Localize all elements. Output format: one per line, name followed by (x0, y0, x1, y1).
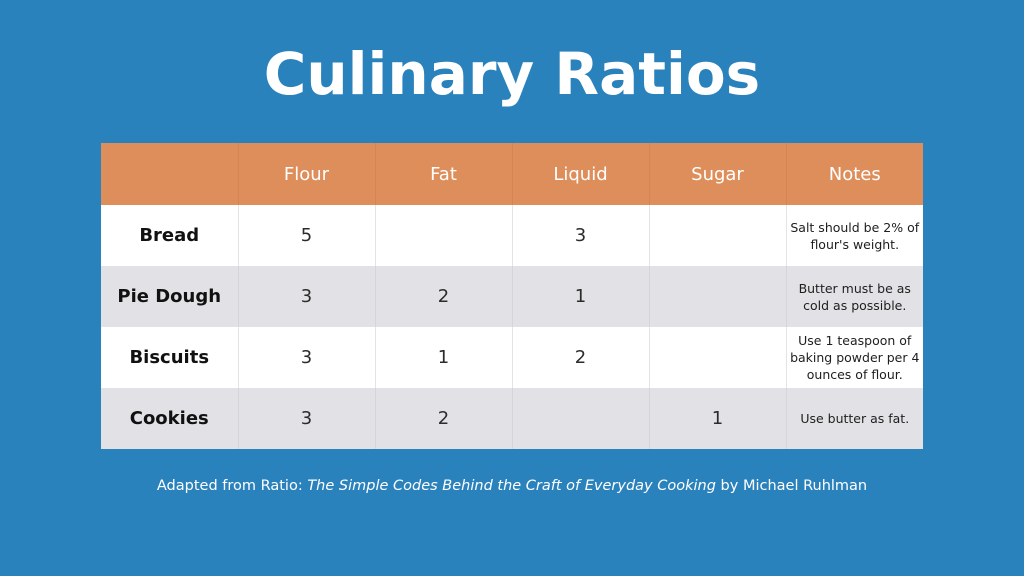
notes-cell: Use butter as fat. (785, 388, 923, 449)
row-name: Pie Dough (101, 266, 238, 327)
flour-cell: 3 (237, 327, 375, 388)
table-row: Biscuits 3 1 2 Use 1 teaspoon of baking … (101, 327, 923, 388)
notes-cell: Use 1 teaspoon of baking powder per 4 ou… (785, 327, 923, 388)
fat-cell: 2 (374, 388, 512, 449)
row-name: Bread (101, 205, 238, 266)
citation-suffix: by Michael Ruhlman (715, 478, 868, 494)
ratios-table: Flour Fat Liquid Sugar Notes Bread 5 3 S… (101, 143, 923, 449)
row-name: Cookies (101, 388, 238, 449)
fat-cell (374, 205, 512, 266)
liquid-cell: 2 (511, 327, 649, 388)
liquid-cell: 1 (511, 266, 649, 327)
table-row: Cookies 3 2 1 Use butter as fat. (101, 388, 923, 449)
header-fat: Fat (374, 143, 512, 205)
notes-cell: Salt should be 2% of flour's weight. (785, 205, 923, 266)
sugar-cell: 1 (648, 388, 786, 449)
flour-cell: 5 (237, 205, 375, 266)
header-sugar: Sugar (648, 143, 786, 205)
header-notes: Notes (785, 143, 923, 205)
header-corner (101, 143, 238, 205)
citation-prefix: Adapted from Ratio: (156, 478, 308, 494)
liquid-cell (511, 388, 649, 449)
table-row: Bread 5 3 Salt should be 2% of flour's w… (101, 205, 923, 266)
sugar-cell (648, 327, 786, 388)
row-name: Biscuits (101, 327, 238, 388)
fat-cell: 1 (374, 327, 512, 388)
fat-cell: 2 (374, 266, 512, 327)
liquid-cell: 3 (511, 205, 649, 266)
table-header-row: Flour Fat Liquid Sugar Notes (101, 143, 923, 205)
source-citation: Adapted from Ratio: The Simple Codes Beh… (0, 475, 1024, 497)
table-row: Pie Dough 3 2 1 Butter must be as cold a… (101, 266, 923, 327)
sugar-cell (648, 205, 786, 266)
header-flour: Flour (237, 143, 375, 205)
flour-cell: 3 (237, 266, 375, 327)
citation-book-title: The Simple Codes Behind the Craft of Eve… (307, 478, 716, 494)
header-liquid: Liquid (511, 143, 649, 205)
sugar-cell (648, 266, 786, 327)
page-title: Culinary Ratios (263, 40, 761, 108)
notes-cell: Butter must be as cold as possible. (785, 266, 923, 327)
flour-cell: 3 (237, 388, 375, 449)
